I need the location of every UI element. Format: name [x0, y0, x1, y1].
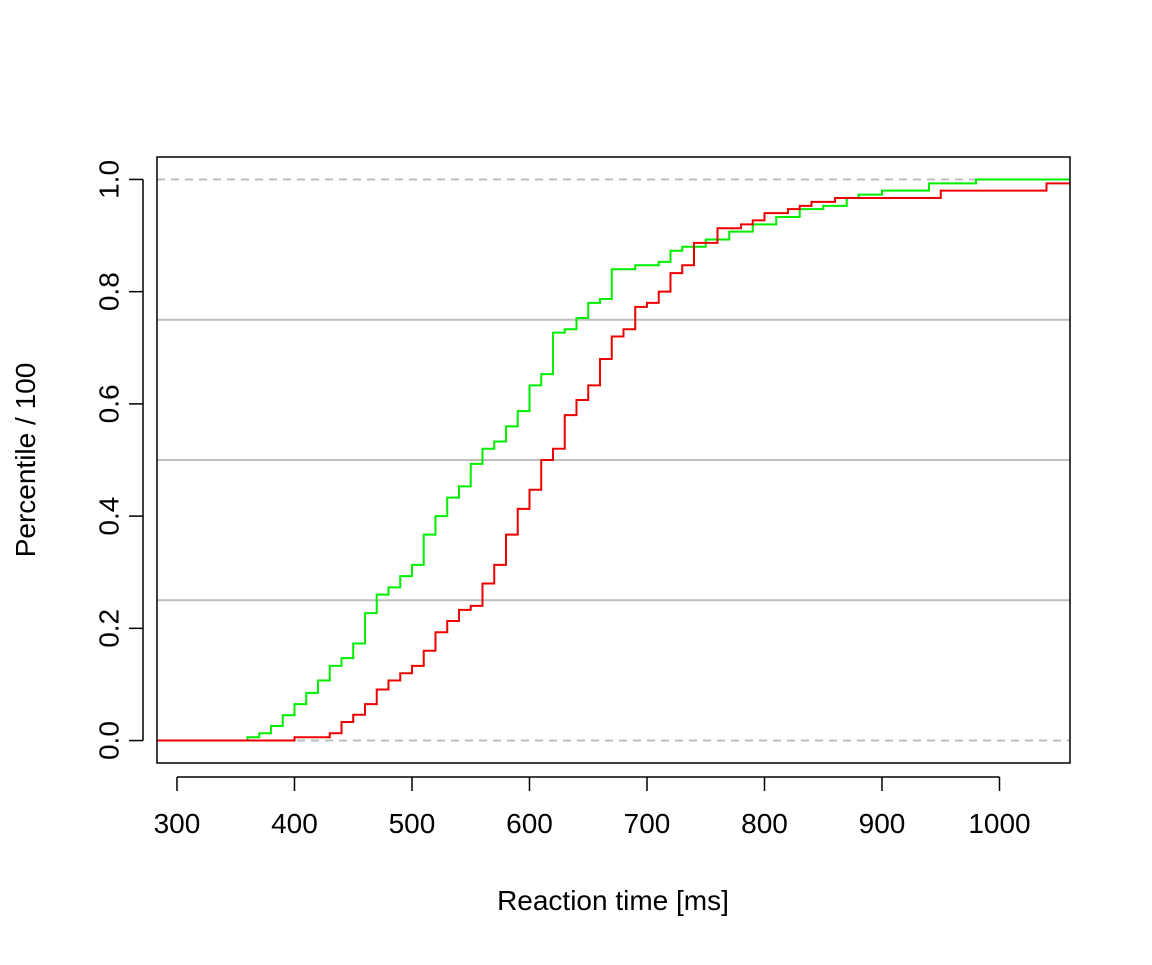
series-line-2: [157, 182, 1070, 742]
x-tick-label: 800: [741, 808, 788, 839]
y-tick-label: 0.0: [94, 721, 125, 760]
reference-lines: [157, 178, 1070, 742]
y-tick-label: 0.4: [94, 497, 125, 536]
x-axis: 300 400 500 600 700 800 900 1000: [154, 776, 1031, 839]
x-tick-label: 1000: [968, 808, 1030, 839]
x-tick-label: 700: [624, 808, 671, 839]
x-tick-label: 300: [154, 808, 201, 839]
x-axis-label: Reaction time [ms]: [497, 885, 729, 916]
x-tick-label: 600: [506, 808, 553, 839]
x-tick-label: 500: [389, 808, 436, 839]
y-tick-label: 0.8: [94, 272, 125, 311]
y-tick-label: 1.0: [94, 160, 125, 199]
y-tick-label: 0.2: [94, 609, 125, 648]
x-tick-label: 400: [271, 808, 318, 839]
x-tick-label: 900: [859, 808, 906, 839]
series-line-1: [157, 178, 1070, 742]
y-axis: 0.0 0.2 0.4 0.6 0.8 1.0: [94, 160, 144, 760]
y-axis-label: Percentile / 100: [10, 363, 41, 558]
series-layer: [157, 178, 1070, 742]
y-tick-label: 0.6: [94, 384, 125, 423]
plot-frame: [156, 156, 1071, 764]
